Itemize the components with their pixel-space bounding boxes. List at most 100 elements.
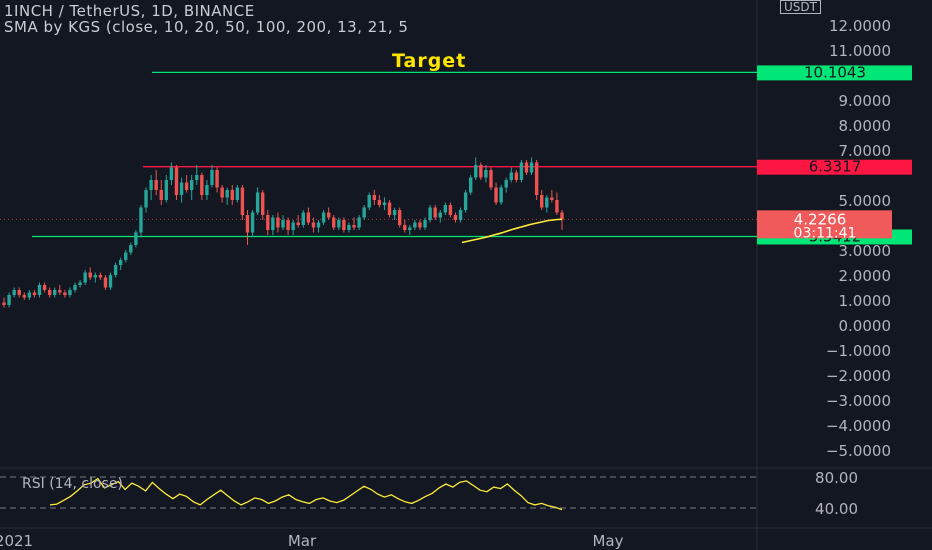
y-tick-label: 11.0000 <box>829 42 891 60</box>
candle-body <box>250 212 255 233</box>
candle-body <box>418 222 422 228</box>
level-price-label: 6.3317 <box>809 158 862 176</box>
candle-body <box>296 222 300 225</box>
candle-body <box>301 212 305 225</box>
candle-body <box>134 232 138 245</box>
candle-body <box>519 162 524 180</box>
candle-body <box>118 260 123 265</box>
candle-body <box>382 202 387 205</box>
candle-body <box>372 195 377 200</box>
y-tick-label: −1.0000 <box>826 342 891 360</box>
candle-body <box>357 217 361 228</box>
candle-body <box>17 290 21 295</box>
candle-body <box>220 187 224 198</box>
candle-body <box>423 220 427 228</box>
candle-body <box>124 252 128 260</box>
candle-body <box>504 180 508 188</box>
rsi-tick-label: 80.00 <box>815 469 858 487</box>
candle-body <box>534 162 539 195</box>
candle-body <box>12 290 16 295</box>
candle-body <box>306 212 311 223</box>
candle-body <box>271 217 275 230</box>
candle-body <box>413 222 417 228</box>
candle-body <box>73 285 77 290</box>
candle-body <box>159 190 163 200</box>
candle-body <box>255 192 260 213</box>
candle-body <box>332 217 336 228</box>
candle-body <box>342 220 346 230</box>
candle-body <box>108 275 113 288</box>
candle-body <box>37 285 42 295</box>
candle-body <box>174 167 179 195</box>
candle-body <box>560 212 564 220</box>
candle-body <box>215 170 219 188</box>
y-tick-label: 2.0000 <box>839 267 892 285</box>
candle-body <box>88 272 92 278</box>
candle-body <box>494 187 498 203</box>
last-price-tag[interactable] <box>757 210 892 239</box>
countdown-label: 03:11:41 <box>794 225 857 241</box>
candle-body <box>47 290 52 295</box>
candle-body <box>408 227 412 230</box>
target-annotation: Target <box>392 50 467 72</box>
candle-body <box>540 195 544 208</box>
candle-body <box>352 225 356 228</box>
level-price-tag[interactable] <box>757 159 912 175</box>
candle-body <box>316 222 321 228</box>
rsi-tick-label: 40.00 <box>815 500 858 518</box>
candle-body <box>230 190 234 200</box>
y-tick-label: −5.0000 <box>826 442 891 460</box>
candle-body <box>403 225 407 230</box>
candle-body <box>428 207 432 220</box>
candle-body <box>555 200 559 213</box>
currency-label[interactable]: USDT <box>780 0 821 14</box>
candle-body <box>129 245 133 253</box>
candle-body <box>311 222 316 228</box>
candle-body <box>195 175 199 180</box>
y-tick-label: 9.0000 <box>839 92 892 110</box>
candle-body <box>27 292 32 298</box>
candle-body <box>463 192 468 210</box>
candle-body <box>276 217 280 228</box>
candle-body <box>32 292 37 295</box>
candle-body <box>63 292 67 295</box>
candle-body <box>362 207 366 218</box>
indicator-title: SMA by KGS (close, 10, 20, 50, 100, 200,… <box>4 18 409 36</box>
candle-body <box>479 165 483 178</box>
candle-body <box>7 295 11 305</box>
candle-body <box>347 225 351 230</box>
candle-body <box>550 197 554 200</box>
candle-body <box>93 275 98 278</box>
candle-body <box>484 170 488 178</box>
candle-body <box>545 197 549 208</box>
candle-body <box>433 207 437 218</box>
candle-body <box>291 222 295 230</box>
candle-body <box>144 190 148 208</box>
x-tick-label: May <box>592 532 623 550</box>
candle-body <box>245 215 250 233</box>
candle-body <box>240 187 245 215</box>
candle-body <box>149 180 153 190</box>
candle-body <box>281 220 285 228</box>
y-tick-label: 12.0000 <box>829 17 891 35</box>
y-tick-label: 7.0000 <box>839 142 892 160</box>
candle-body <box>337 220 341 228</box>
rsi-title: RSI (14, close) <box>22 476 123 492</box>
candle-body <box>103 277 108 288</box>
candle-body <box>200 175 204 195</box>
candle-body <box>377 200 382 205</box>
y-tick-label: −3.0000 <box>826 392 891 410</box>
candle-body <box>458 210 463 220</box>
candle-body <box>205 185 209 195</box>
y-tick-label: 8.0000 <box>839 117 892 135</box>
last-price-label: 4.2266 <box>794 210 847 228</box>
level-price-label: 10.1043 <box>804 63 866 81</box>
rsi-line <box>49 477 563 511</box>
chart-title: 1INCH / TetherUS, 1D, BINANCE <box>4 2 255 20</box>
candle-body <box>499 187 503 203</box>
candle-body <box>392 210 397 215</box>
level-price-tag[interactable] <box>757 65 912 81</box>
candle-body <box>524 162 529 173</box>
candle-body <box>326 212 331 218</box>
